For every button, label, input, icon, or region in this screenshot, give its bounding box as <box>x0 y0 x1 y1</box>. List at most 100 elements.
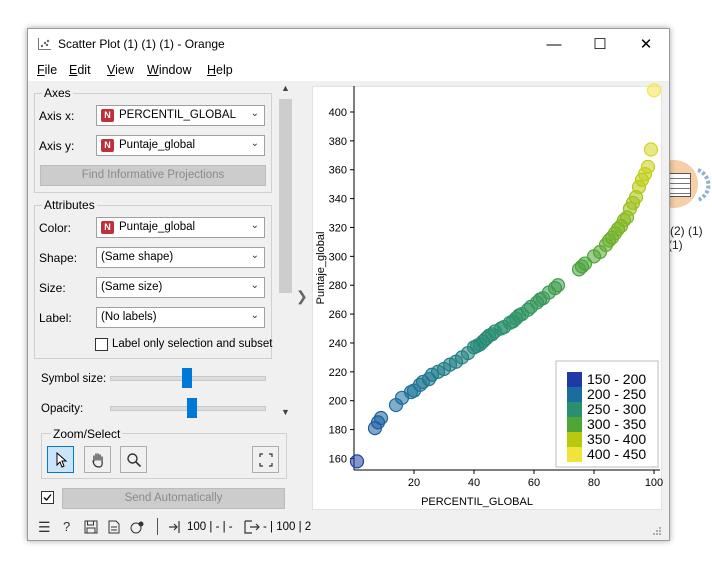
scroll-down-icon[interactable]: ▼ <box>281 407 290 417</box>
menu-hamburger-icon[interactable]: ☰ <box>38 519 51 535</box>
reset-zoom-button[interactable] <box>252 446 279 473</box>
y-tick-label: 260 <box>329 309 347 321</box>
canvas-widget-label-2: (1) <box>668 238 683 252</box>
scatter-plot-icon <box>38 38 51 50</box>
label-only-checkbox[interactable] <box>95 338 108 351</box>
expand-panel-icon[interactable]: ❯ <box>296 288 308 304</box>
control-panel-scrollbar-thumb[interactable] <box>279 99 292 293</box>
y-tick-label: 240 <box>329 338 347 350</box>
maximize-button[interactable]: ☐ <box>577 29 623 59</box>
legend-label: 150 - 200 <box>587 371 646 387</box>
save-icon[interactable] <box>84 520 98 534</box>
legend-label: 400 - 450 <box>587 446 646 462</box>
canvas-widget-label: e (2) (1) <box>660 224 703 238</box>
axis-x-combo[interactable]: N PERCENTIL_GLOBAL ⌄ <box>96 105 265 126</box>
menu-file[interactable]: File <box>37 63 58 77</box>
shape-value: (Same shape) <box>101 251 174 263</box>
axis-x-label: Axis x: <box>39 109 75 123</box>
legend-label: 250 - 300 <box>587 401 646 417</box>
magnifier-icon <box>126 452 141 467</box>
menu-bar <box>28 59 669 81</box>
symbol-size-slider-handle[interactable] <box>182 368 192 388</box>
shape-label: Shape: <box>39 251 78 265</box>
hand-icon <box>91 452 103 468</box>
report-icon[interactable] <box>108 520 120 534</box>
scatter-plot-chart[interactable]: 160 180 200 220 240 260 280 300 320 340 360 380 400 2… <box>312 80 672 510</box>
chevron-down-icon: ⌄ <box>250 108 259 119</box>
axis-y-label: Axis y: <box>39 139 75 153</box>
menu-edit[interactable]: Edit <box>69 63 91 77</box>
menu-window[interactable]: Window <box>147 63 192 77</box>
y-tick-label: 380 <box>329 136 347 148</box>
size-combo[interactable]: (Same size) ⌄ <box>96 277 265 298</box>
size-value: (Same size) <box>101 281 163 293</box>
control-panel-scrollbar[interactable] <box>253 56 265 390</box>
axis-y-combo[interactable]: N Puntaje_global ⌄ <box>96 135 265 156</box>
label-value: (No labels) <box>101 311 157 323</box>
attributes-group-title: Attributes <box>42 198 97 212</box>
input-icon <box>169 521 180 533</box>
x-axis-title: PERCENTIL_GLOBAL <box>421 496 533 508</box>
color-value: Puntaje_global <box>119 221 196 233</box>
numeric-variable-icon: N <box>101 109 114 122</box>
legend-swatch <box>567 447 582 462</box>
input-summary: 100 | - | - <box>187 521 233 533</box>
minimize-icon: — <box>546 35 562 53</box>
resize-grip-icon[interactable] <box>652 526 662 536</box>
y-tick-label: 220 <box>329 367 347 379</box>
legend-swatch <box>567 432 582 447</box>
pan-tool-button[interactable] <box>84 446 111 473</box>
zoom-tool-button[interactable] <box>120 446 147 473</box>
chevron-down-icon: ⌄ <box>250 310 259 321</box>
chevron-down-icon: ⌄ <box>250 280 259 291</box>
data-point <box>643 142 659 157</box>
close-button[interactable]: ✕ <box>623 29 669 59</box>
chevron-down-icon: ⌄ <box>250 220 259 231</box>
chevron-down-icon: ⌄ <box>250 250 259 261</box>
shape-combo[interactable]: (Same shape) ⌄ <box>96 247 265 268</box>
send-automatically-button[interactable]: Send Automatically <box>62 488 285 509</box>
select-tool-button[interactable] <box>47 446 74 473</box>
axis-x-value: PERCENTIL_GLOBAL <box>119 109 236 121</box>
pointer-icon <box>56 451 67 468</box>
legend-label: 200 - 250 <box>587 386 646 402</box>
y-tick-label: 320 <box>329 222 347 234</box>
menu-view[interactable]: View <box>107 63 134 77</box>
data-point <box>373 410 389 426</box>
x-tick-label: 40 <box>468 477 480 489</box>
find-informative-projections-button[interactable]: Find Informative Projections <box>40 165 266 186</box>
widget-connector-arc-icon <box>697 168 711 202</box>
maximize-icon: ☐ <box>593 36 607 53</box>
symbol-size-label: Symbol size: <box>41 373 107 385</box>
size-label: Size: <box>39 281 66 295</box>
legend-swatch <box>567 387 582 402</box>
y-tick-label: 400 <box>329 107 347 119</box>
y-tick-label: 280 <box>329 280 347 292</box>
visualize-icon[interactable] <box>129 520 145 534</box>
data-point <box>349 454 365 469</box>
axis-y-value: Puntaje_global <box>119 139 196 151</box>
data-point <box>640 159 656 174</box>
zoom-select-title: Zoom/Select <box>51 427 123 441</box>
scroll-up-icon[interactable]: ▲ <box>281 83 290 93</box>
title-bar[interactable]: Scatter Plot (1) (1) (1) - Orange — ☐ ✕ <box>28 29 669 59</box>
y-axis-title: Puntaje_global <box>315 232 327 305</box>
chevron-down-icon: ⌄ <box>250 138 259 149</box>
color-label: Color: <box>39 221 72 235</box>
status-divider <box>157 518 158 535</box>
y-tick-label: 300 <box>329 251 347 263</box>
color-combo[interactable]: N Puntaje_global ⌄ <box>96 217 265 238</box>
window-title: Scatter Plot (1) (1) (1) - Orange <box>58 37 225 51</box>
y-tick-label: 160 <box>329 453 347 465</box>
minimize-button[interactable]: — <box>531 29 577 59</box>
label-combo[interactable]: (No labels) ⌄ <box>96 307 265 328</box>
opacity-slider-handle[interactable] <box>186 398 197 418</box>
y-tick-label: 340 <box>329 194 347 206</box>
label-only-checkbox-label: Label only selection and subset <box>112 338 273 350</box>
send-automatically-checkbox[interactable] <box>41 491 54 504</box>
close-icon: ✕ <box>639 36 653 53</box>
help-icon[interactable]: ? <box>63 519 71 534</box>
data-point <box>550 278 566 293</box>
menu-help[interactable]: Help <box>207 63 233 77</box>
legend-label: 350 - 400 <box>587 431 646 447</box>
